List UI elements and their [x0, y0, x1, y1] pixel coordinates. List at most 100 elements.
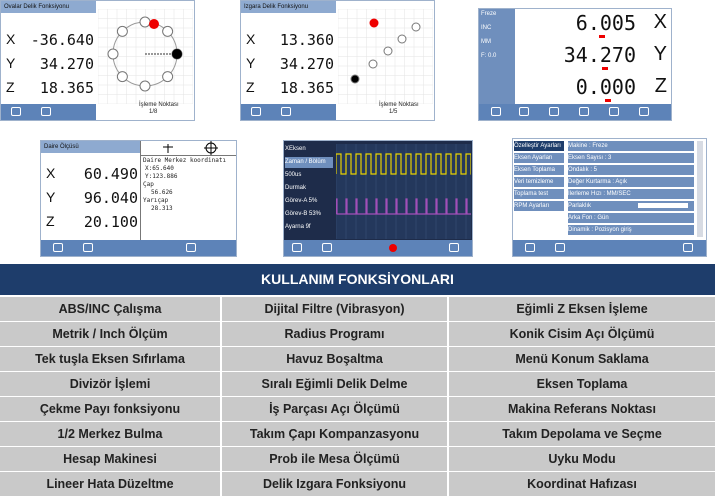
axis-label: X: [246, 31, 256, 47]
graphic: [163, 141, 218, 155]
toolbar-icon: [491, 107, 501, 116]
toolbar-icon: [525, 243, 535, 252]
screen-title: Daire Ölçüsü: [41, 141, 140, 153]
toolbar-icon: [281, 107, 291, 116]
axis-label: Z: [6, 79, 15, 95]
table-cell: Hesap Makinesi: [0, 447, 220, 471]
setting-row: Ondalık : 5: [568, 165, 694, 175]
indicator: [605, 99, 611, 102]
axis-label: Z: [654, 75, 667, 97]
info-header: [141, 141, 236, 156]
info-text: Y:123.886: [145, 173, 178, 180]
axis-value: 0.000: [575, 75, 636, 99]
menu-item: RPM Ayarları: [514, 201, 564, 211]
toolbar-icon: [251, 107, 261, 116]
menu-item: Veri temizleme: [514, 177, 564, 187]
axis-value: -36.640: [30, 31, 94, 49]
setting-row: Değer Kurtarma : Açık: [568, 177, 694, 187]
setting-row: Makine : Freze: [568, 141, 694, 151]
toolbar-icon: [519, 107, 529, 116]
info-text: Yarıçap: [143, 197, 169, 204]
axis-value: 34.270: [563, 43, 636, 67]
toolbar-icon: [609, 107, 619, 116]
table-cell: Prob ile Mesa Ölçümü: [222, 447, 447, 471]
axis-value: 96.040: [83, 189, 138, 207]
table-cell: Takım Depolama ve Seçme: [449, 422, 715, 446]
axis-label: X: [6, 31, 16, 47]
toolbar-icon: [292, 243, 302, 252]
axis-label: Y: [246, 55, 256, 71]
axis-value: 20.100: [83, 213, 138, 231]
menu-item: Eksen Toplama: [514, 165, 564, 175]
table-cell: Takım Çapı Kompanzasyonu: [222, 422, 447, 446]
menu-item: Eksen Ayarları: [514, 153, 564, 163]
axis-value: 18.365: [279, 79, 334, 97]
indicator: [599, 35, 605, 38]
scrollbar: [697, 141, 703, 237]
table-cell: Uyku Modu: [449, 447, 715, 471]
table-header: KULLANIM FONKSİYONLARI: [0, 264, 715, 295]
table-cell: Sıralı Eğimli Delik Delme: [222, 372, 447, 396]
setting-row: İlerleme Hızı : MM/SEC: [568, 189, 694, 199]
axis-value: 60.490: [83, 165, 138, 183]
mode-label: INC: [481, 25, 492, 31]
axis-label: Z: [246, 79, 255, 95]
mode-label: MM: [481, 39, 491, 45]
setting-row: Arka Fon : Gün: [568, 213, 694, 223]
toolbar-icon: [11, 107, 21, 116]
toolbar: [241, 104, 336, 120]
indicator: [602, 67, 608, 70]
counter: 1/5: [389, 109, 398, 115]
table-cell: 1/2 Merkez Bulma: [0, 422, 220, 446]
toolbar: [41, 240, 236, 256]
toolbar-icon: [579, 107, 589, 116]
toolbar-icon: [186, 243, 196, 252]
menu-item: Görev-A 5%: [285, 198, 318, 204]
table-cell: Lineer Hata Düzeltme: [0, 472, 220, 496]
graphic: [338, 9, 433, 104]
menu-item: 500us: [285, 172, 302, 178]
graphic: [98, 9, 193, 104]
axis-value: 34.270: [279, 55, 334, 73]
screen-title: Ovalar Delik Fonksiyonu: [1, 1, 96, 13]
screen-osc: XEksen Zaman / Bölüm 500us Durmak Görev-A 5%…: [283, 140, 473, 257]
table-cell: ABS/INC Çalışma: [0, 297, 220, 321]
toolbar-icon: [41, 107, 51, 116]
axis-label: X: [46, 165, 56, 181]
table-cell: İş Parçası Açı Ölçümü: [222, 397, 447, 421]
info-text: Çap: [143, 181, 154, 188]
graphic: [336, 144, 471, 239]
axis-value: 34.270: [39, 55, 94, 73]
table-cell: Konik Cisim Açı Ölçümü: [449, 322, 715, 346]
footer-label: İşleme Noktası: [139, 102, 179, 108]
record-dot: [389, 244, 397, 252]
axis-label: Y: [46, 189, 56, 205]
menu-item: Özelleştir Ayarları: [514, 141, 564, 151]
table-cell: Çekme Payı fonksiyonu: [0, 397, 220, 421]
toolbar-icon: [683, 243, 693, 252]
brightness-bar: [638, 203, 688, 208]
footer-label: İşleme Noktası: [379, 102, 419, 108]
menu-item: Toplama test: [514, 189, 564, 199]
setting-row: Eksen Sayısı : 3: [568, 153, 694, 163]
toolbar: [284, 240, 472, 256]
table-cell: Eğimli Z Eksen İşleme: [449, 297, 715, 321]
info-text: 56.626: [151, 189, 173, 196]
table-cell: Havuz Boşaltma: [222, 347, 447, 371]
axis-label: Z: [46, 213, 55, 229]
toolbar-icon: [322, 243, 332, 252]
toolbar: [479, 104, 671, 120]
menu-item: Görev-B 53%: [285, 211, 322, 217]
info-text: 28.313: [151, 205, 173, 212]
screen-freze: Freze INC MM F: 0.0 6.005 X 34.270 Y 0.000 Z: [478, 8, 672, 121]
table-cell: Menü Konum Saklama: [449, 347, 715, 371]
info-box: Daire Merkez koordinatı X:65.640 Y:123.886…: [140, 141, 236, 242]
table-cell: Radius Programı: [222, 322, 447, 346]
toolbar-icon: [639, 107, 649, 116]
sidebar: [479, 9, 515, 106]
info-text: Daire Merkez koordinatı: [143, 157, 227, 164]
toolbar-icon: [83, 243, 93, 252]
table-cell: Koordinat Hafızası: [449, 472, 715, 496]
table-cell: Eksen Toplama: [449, 372, 715, 396]
